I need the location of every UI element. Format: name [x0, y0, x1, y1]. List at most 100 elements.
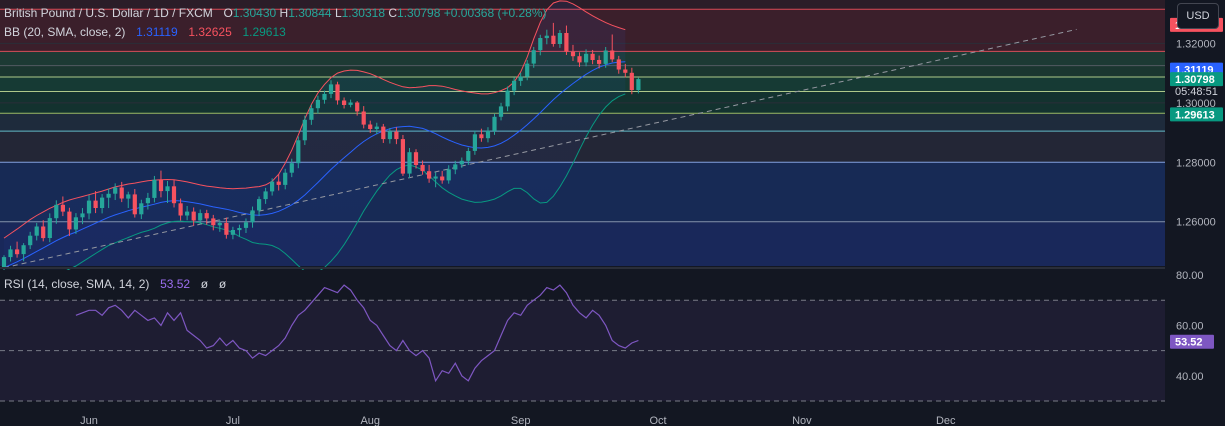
symbol-interval[interactable]: 1D	[153, 6, 169, 20]
candle-body	[119, 187, 124, 199]
candle	[623, 63, 628, 78]
candle	[335, 81, 340, 105]
candle	[616, 55, 621, 74]
candle-body	[610, 50, 615, 60]
candle-body	[47, 218, 52, 238]
bb-fill	[4, 0, 626, 298]
candle-body	[623, 69, 628, 73]
rsi-label: RSI (14, close, SMA, 14, 2)	[4, 277, 150, 291]
candle	[636, 77, 641, 94]
candle-body	[106, 193, 111, 198]
rsi-background	[0, 270, 1165, 406]
candle	[73, 213, 78, 234]
candle-body	[420, 164, 425, 172]
candle	[28, 231, 33, 250]
candle	[440, 170, 445, 184]
time-tick-label: Jul	[226, 415, 240, 426]
candle	[54, 200, 59, 224]
candle	[217, 220, 222, 232]
trend-line-segment[interactable]	[3, 28, 1077, 269]
candle-body	[492, 116, 497, 131]
candle-body	[80, 213, 85, 218]
candle	[204, 209, 209, 225]
candle	[198, 209, 203, 225]
rsi-legend[interactable]: RSI (14, close, SMA, 14, 2) 53.52 ø ø	[4, 277, 226, 291]
candle-body	[355, 102, 360, 112]
candle-body	[518, 76, 523, 81]
candle-body	[315, 99, 320, 109]
candle-body	[368, 124, 373, 129]
price-badge	[1170, 107, 1223, 122]
candle-body	[171, 186, 177, 204]
rsi-line	[75, 284, 639, 383]
candle	[322, 90, 327, 104]
candle-body	[413, 152, 419, 165]
candle-body	[211, 218, 216, 226]
candle-body	[113, 187, 118, 194]
currency-button[interactable]: USD	[1177, 3, 1219, 29]
candle	[525, 60, 530, 81]
symbol-legend: British Pound / U.S. Dollar / 1D / FXCM …	[4, 6, 547, 20]
candle-body	[67, 211, 72, 230]
high-value: 1.30844	[288, 6, 332, 20]
candle	[479, 128, 484, 142]
time-axis[interactable]: Jun Jul Aug Sep Oct Nov Dec	[0, 407, 1225, 426]
candle	[420, 160, 425, 175]
price-tick-label: 1.32000	[1176, 38, 1216, 50]
candle	[505, 86, 510, 112]
candle-body	[283, 172, 288, 185]
candle-body	[257, 199, 262, 211]
candle	[466, 147, 471, 165]
rsi-badge	[1170, 334, 1214, 349]
candle	[93, 191, 98, 214]
candle-body	[309, 108, 314, 120]
candle	[315, 95, 320, 114]
price-axis[interactable]: 1.320001.300001.280001.260001.326251.311…	[1165, 0, 1225, 426]
candle-body	[505, 90, 510, 107]
candle-body	[322, 93, 327, 100]
candle-body	[498, 106, 504, 117]
candle-body	[531, 50, 536, 64]
trend-line[interactable]	[3, 28, 1077, 269]
candle-body	[100, 197, 105, 208]
zone-top	[0, 0, 1165, 10]
candle	[171, 180, 177, 208]
candle	[34, 222, 39, 241]
candle-body	[276, 181, 281, 185]
candle-body	[86, 200, 92, 214]
candle	[302, 115, 307, 146]
candle	[283, 168, 288, 190]
candle-body	[237, 228, 242, 231]
candle	[178, 198, 183, 221]
candle	[230, 226, 235, 240]
candle-body	[126, 194, 131, 199]
candle	[498, 102, 504, 121]
candle	[551, 22, 556, 47]
candle	[126, 191, 131, 209]
rsi-extra-2: ø	[218, 277, 227, 291]
time-tick-label: Aug	[360, 415, 380, 426]
candle	[512, 77, 517, 96]
bb-basis-value: 1.31119	[136, 25, 178, 39]
open-label: O	[223, 6, 233, 20]
open-value: 1.30430	[232, 6, 277, 20]
candle-body	[570, 51, 576, 57]
candle-body	[512, 80, 517, 91]
candle-body	[230, 230, 235, 235]
candle	[564, 25, 569, 55]
candle-body	[433, 176, 438, 179]
symbol-name[interactable]: British Pound / U.S. Dollar	[4, 6, 144, 20]
candle-body	[302, 119, 307, 141]
bb-legend[interactable]: BB (20, SMA, close, 2) 1.31119 1.32625 1…	[4, 25, 286, 39]
candle-body	[472, 134, 477, 151]
candle-body	[400, 139, 405, 174]
candle	[8, 245, 13, 262]
candle-body	[485, 130, 491, 139]
candle	[427, 164, 432, 183]
candle	[472, 130, 477, 155]
price-tick-label: 1.30000	[1176, 98, 1216, 110]
high-label: H	[279, 6, 289, 20]
candle-body	[616, 59, 621, 70]
candle	[485, 127, 491, 143]
